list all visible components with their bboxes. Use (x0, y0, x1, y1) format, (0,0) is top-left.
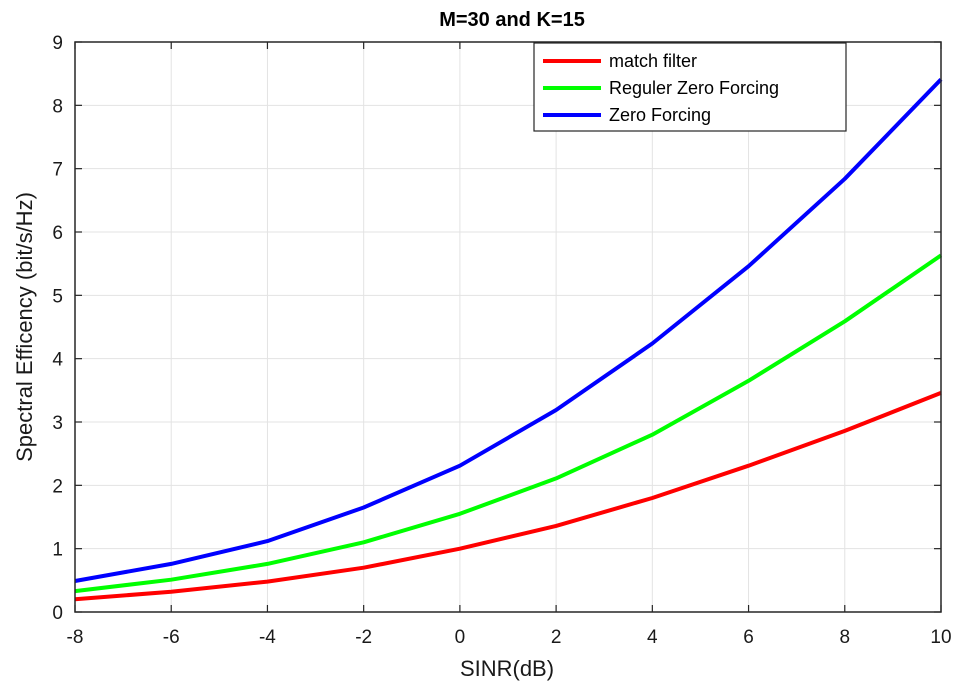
x-tick-label: -2 (355, 627, 372, 648)
y-tick-label: 5 (52, 286, 63, 307)
x-tick-label: 0 (455, 627, 466, 648)
x-tick-label: -4 (259, 627, 276, 648)
x-axis-label: SINR(dB) (460, 656, 554, 681)
series-layer (74, 78, 943, 602)
legend: match filter Reguler Zero Forcing Zero F… (533, 42, 847, 132)
x-tick-label: -6 (163, 627, 180, 648)
x-axis-ticks: -8 -6 -4 -2 0 2 4 6 8 10 (67, 42, 952, 648)
y-tick-label: 4 (52, 350, 63, 371)
y-axis-ticks: 0 1 2 3 4 5 6 7 8 9 (52, 33, 941, 624)
legend-label-zero-forcing: Zero Forcing (609, 105, 711, 125)
legend-item-reguler-zero-forcing: Reguler Zero Forcing (543, 78, 779, 98)
x-tick-label: 4 (647, 627, 658, 648)
x-tick-label: 6 (743, 627, 754, 648)
plot-area-border (74, 41, 942, 613)
legend-item-zero-forcing: Zero Forcing (543, 105, 711, 125)
y-tick-label: 9 (52, 33, 63, 54)
y-tick-label: 3 (52, 413, 63, 434)
y-tick-label: 6 (52, 223, 63, 244)
y-axis-label: Spectral Efficency (bit/s/Hz) (12, 192, 37, 462)
series-line-reguler-zero-forcing (74, 253, 943, 594)
x-tick-label: 8 (839, 627, 850, 648)
y-tick-label: 1 (52, 540, 63, 561)
y-tick-label: 8 (52, 96, 63, 117)
legend-label-match-filter: match filter (609, 51, 697, 71)
y-tick-label: 0 (52, 603, 63, 624)
x-tick-label: -8 (67, 627, 84, 648)
x-tick-label: 2 (551, 627, 562, 648)
x-tick-label: 10 (930, 627, 951, 648)
legend-label-reguler-zero-forcing: Reguler Zero Forcing (609, 78, 779, 98)
series-line-match-filter (74, 391, 942, 602)
y-tick-label: 7 (52, 160, 63, 181)
legend-item-match-filter: match filter (543, 51, 697, 71)
y-tick-label: 2 (52, 476, 63, 497)
chart-title: M=30 and K=15 (439, 9, 585, 31)
series-line-zero-forcing (74, 78, 943, 583)
